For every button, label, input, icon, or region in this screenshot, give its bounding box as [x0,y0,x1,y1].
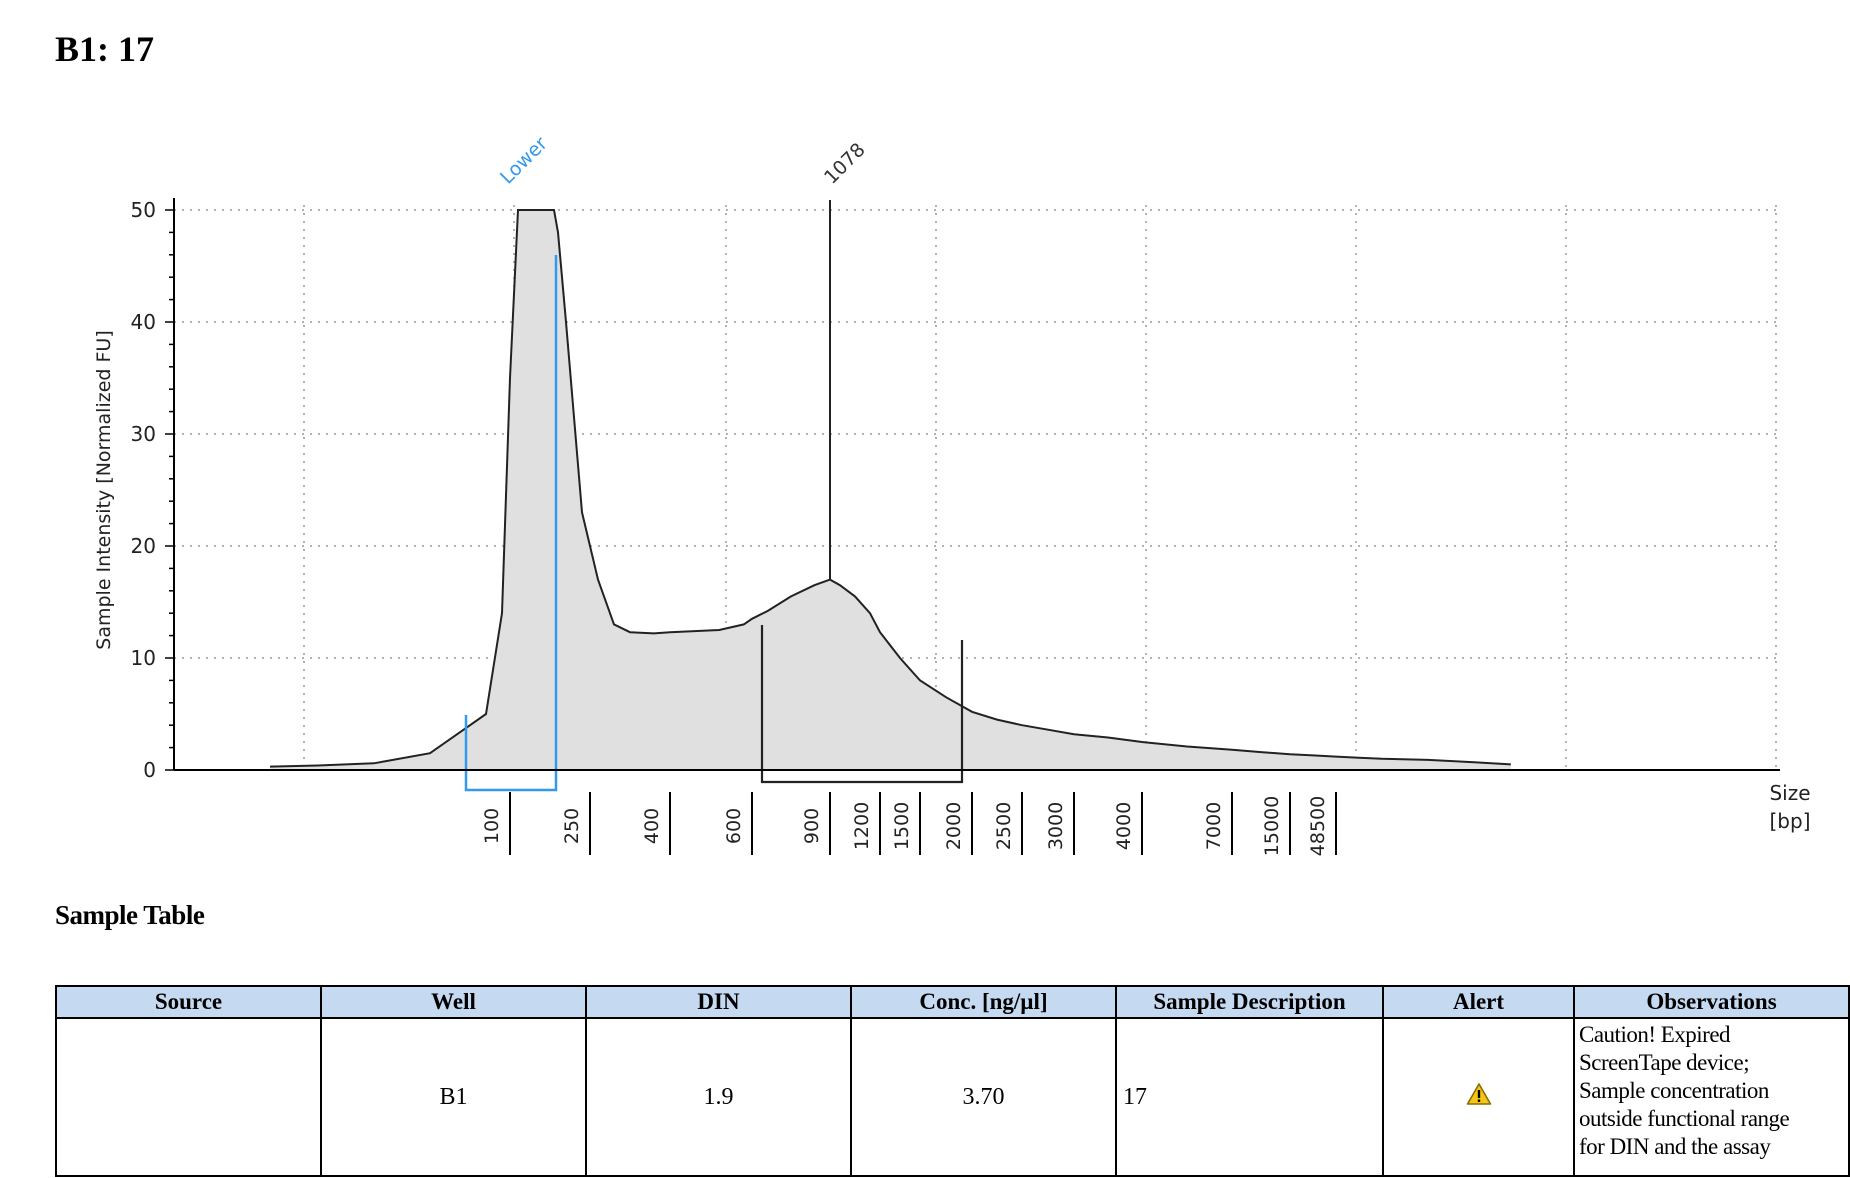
x-tick-label: 48500 [1307,796,1329,856]
cell-din: 1.9 [585,1017,852,1177]
observation-line: for DIN and the assay [1579,1134,1771,1159]
x-tick-label: 7000 [1203,802,1225,850]
column-header-observations: Observations [1573,985,1850,1019]
y-tick-label: 10 [131,646,156,670]
table-header-row: Source Well DIN Conc. [ng/µl] Sample Des… [55,985,1850,1019]
y-tick-label: 40 [131,310,156,334]
series-line [269,209,1511,768]
x-tick-label: 2000 [943,802,965,850]
peak-region-bracket [760,625,964,784]
x-tick-label: 250 [561,808,583,844]
column-header-conc: Conc. [ng/µl] [850,985,1117,1019]
sample-table: Source Well DIN Conc. [ng/µl] Sample Des… [55,985,1850,1177]
peak-label-size: 1078 [820,139,870,189]
cell-sample-description: 17 [1115,1017,1384,1177]
y-axis-label: Sample Intensity [Normalized FU] [93,330,115,649]
electropherogram-chart: 0 10 20 30 40 50 Sample Intensity [Normalized … [93,133,1811,857]
x-axis-label: Size [1769,781,1810,805]
x-tick-label: 15000 [1261,796,1283,856]
observation-line: Sample concentration [1579,1078,1769,1103]
x-tick-label: 4000 [1113,802,1135,850]
x-axis-label: [bp] [1770,809,1811,833]
column-header-sample-description: Sample Description [1115,985,1384,1019]
lower-marker-region [464,255,558,792]
y-tick-label: 20 [131,534,156,558]
page-title: B1: 17 [55,29,154,69]
x-tick-label: 1500 [891,802,913,850]
y-tick-label: 30 [131,422,156,446]
y-tick-label: 0 [143,758,156,782]
observation-line: ScreenTape device; [1579,1050,1750,1075]
x-tick-label: 400 [641,808,663,844]
column-header-alert: Alert [1382,985,1575,1019]
x-tick-label: 2500 [993,802,1015,850]
x-tick-label: 1200 [851,802,873,850]
x-tick-label: 600 [723,808,745,844]
column-header-source: Source [55,985,322,1019]
column-header-well: Well [320,985,587,1019]
table-row: B1 1.9 3.70 17 Caution! Expired ScreenTa… [55,1017,1850,1177]
cell-conc: 3.70 [850,1017,1117,1177]
observation-line: Caution! Expired [1579,1022,1731,1047]
warning-icon [1466,1082,1491,1105]
x-tick-label: 100 [481,808,503,844]
sample-table-heading: Sample Table [55,900,205,930]
series-area [270,210,1511,770]
peak-label-lower: Lower [496,133,552,189]
cell-well: B1 [320,1017,587,1177]
x-tick-label: 900 [801,808,823,844]
column-header-din: DIN [585,985,852,1019]
x-tick-label: 3000 [1045,802,1067,850]
observation-line: outside functional range [1579,1106,1790,1131]
cell-alert [1382,1017,1575,1177]
cell-source [55,1017,322,1177]
y-tick-label: 50 [131,198,156,222]
cell-observations: Caution! Expired ScreenTape device; Samp… [1573,1017,1850,1177]
